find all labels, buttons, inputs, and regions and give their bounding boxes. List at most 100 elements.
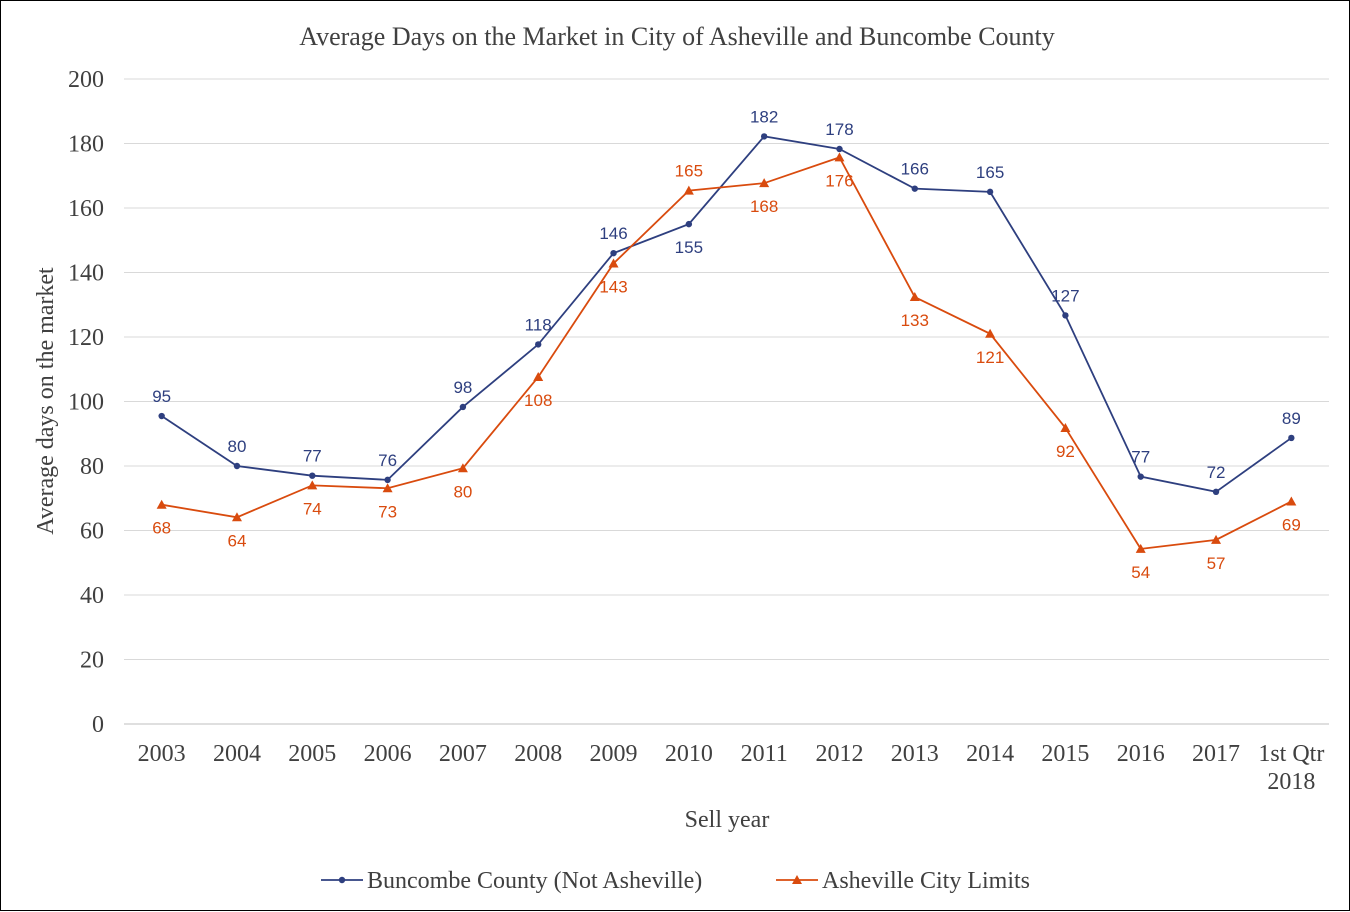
x-axis-label: Sell year — [685, 807, 770, 833]
y-tick-label: 180 — [68, 132, 104, 158]
y-tick-label: 0 — [92, 712, 104, 738]
data-point — [760, 133, 768, 140]
series-group — [156, 133, 1297, 553]
data-point — [384, 476, 391, 484]
legend-marker — [338, 876, 346, 884]
data-point — [911, 185, 918, 192]
y-tick-label: 120 — [68, 325, 104, 351]
data-point — [1288, 434, 1295, 442]
legend: Buncombe County (Not Asheville) Asheville… — [321, 868, 1030, 894]
data-label: 72 — [1207, 463, 1226, 482]
data-label: 182 — [750, 107, 778, 126]
data-label: 64 — [228, 531, 247, 550]
series-line-1 — [161, 156, 1292, 550]
data-label: 133 — [901, 311, 929, 330]
data-point — [986, 188, 994, 196]
data-point — [834, 152, 845, 162]
data-point — [759, 178, 770, 188]
data-point — [909, 292, 920, 302]
x-tick-label: 2012 — [815, 741, 863, 767]
data-point — [1137, 473, 1144, 480]
data-labels: 95 80 77 76 98 118 146 155 182 178 166 165 127 77 72 89… — [152, 107, 1301, 581]
legend-marker — [792, 875, 802, 884]
y-tick-label: 40 — [80, 583, 104, 609]
x-tick-label: 2005 — [288, 741, 336, 767]
y-tick-label: 80 — [80, 454, 104, 480]
y-axis-label: Average days on the market — [33, 267, 59, 535]
chart-title: Average Days on the Market in City of As… — [299, 22, 1055, 51]
x-tick-label: 2015 — [1041, 741, 1089, 767]
data-point — [535, 341, 542, 348]
y-tick-label: 160 — [68, 196, 104, 222]
data-label: 77 — [303, 447, 322, 466]
y-tick-label: 200 — [68, 67, 104, 93]
x-tick-label: 2007 — [439, 741, 487, 767]
data-label: 98 — [453, 378, 472, 397]
data-label: 121 — [976, 348, 1004, 367]
x-tick-label: 2004 — [213, 741, 261, 767]
data-point — [156, 499, 167, 509]
data-point — [307, 480, 318, 490]
data-point — [608, 258, 619, 268]
data-point — [533, 371, 544, 381]
x-tick-label: 2011 — [741, 741, 788, 767]
data-label: 168 — [750, 197, 778, 216]
data-label: 108 — [524, 391, 552, 410]
data-label: 76 — [378, 451, 397, 470]
data-label: 89 — [1282, 409, 1301, 428]
x-tick-label: 2014 — [966, 741, 1014, 767]
x-tick-label: 2013 — [891, 741, 939, 767]
data-label: 68 — [152, 519, 171, 538]
y-tick-labels: 0 20 40 60 80 100 120 140 160 180 200 — [68, 67, 104, 738]
x-tick-label: 2006 — [364, 741, 412, 767]
x-tick-label: 2003 — [138, 741, 186, 767]
data-point — [610, 249, 617, 257]
data-label: 80 — [453, 482, 472, 501]
y-tick-label: 60 — [80, 519, 104, 545]
data-point — [683, 185, 694, 195]
data-label: 69 — [1282, 515, 1301, 534]
data-label: 155 — [675, 238, 703, 257]
data-label: 92 — [1056, 442, 1075, 461]
data-point — [1286, 496, 1297, 506]
data-point — [231, 512, 242, 522]
data-label: 143 — [599, 277, 627, 296]
x-tick-label: 2016 — [1117, 741, 1165, 767]
data-label: 57 — [1207, 554, 1226, 573]
data-point — [1212, 488, 1220, 495]
data-point — [836, 145, 843, 153]
data-point — [1211, 534, 1222, 544]
x-tick-label: 2017 — [1192, 741, 1240, 767]
y-tick-label: 100 — [68, 390, 104, 416]
data-label: 54 — [1131, 563, 1150, 582]
data-point — [1062, 312, 1069, 319]
data-label: 176 — [825, 171, 853, 190]
data-point — [233, 462, 241, 470]
series-line-0 — [161, 135, 1292, 493]
data-point — [459, 403, 467, 411]
x-tick-label: 2009 — [590, 741, 638, 767]
x-tick-label: 2010 — [665, 741, 713, 767]
data-label: 178 — [825, 120, 853, 139]
legend-label: Asheville City Limits — [822, 868, 1030, 894]
data-point — [985, 328, 996, 338]
data-label: 118 — [525, 315, 552, 334]
data-label: 165 — [976, 163, 1004, 182]
data-point — [457, 463, 468, 473]
y-tick-label: 20 — [80, 648, 104, 674]
x-tick-label: 2008 — [514, 741, 562, 767]
x-tick-label: 1st Qtr 2018 — [1258, 741, 1324, 795]
data-point — [1135, 543, 1146, 553]
data-point — [1060, 422, 1071, 432]
x-tick-labels: 2003 2004 2005 2006 2007 2008 2009 2010 2011 2012… — [138, 741, 1325, 795]
data-label: 165 — [675, 162, 703, 181]
legend-label: Buncombe County (Not Asheville) — [367, 868, 702, 894]
data-label: 146 — [599, 224, 627, 243]
data-point — [382, 483, 393, 493]
data-label: 166 — [901, 160, 929, 179]
data-point — [685, 220, 693, 228]
data-point — [309, 472, 316, 479]
y-tick-label: 140 — [68, 261, 104, 287]
